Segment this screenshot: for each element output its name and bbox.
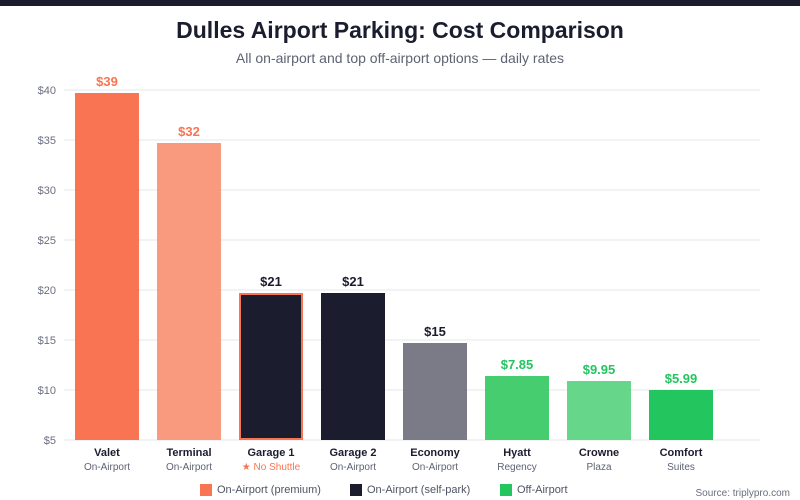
x-tick-label: Terminal (166, 447, 211, 459)
x-tick-label: Garage 1 (247, 447, 294, 459)
x-tick-sublabel: ★ No Shuttle (242, 462, 301, 473)
value-label: $21 (260, 274, 282, 289)
legend-item: Off-Airport (500, 484, 568, 496)
value-label: $9.95 (583, 362, 616, 377)
bar-comfort (649, 390, 713, 440)
legend-label: On-Airport (self-park) (367, 484, 471, 496)
bars (75, 93, 713, 440)
y-tick-label: $5 (44, 435, 56, 447)
x-tick-label: Valet (94, 447, 120, 459)
x-tick-sublabel: Suites (667, 462, 695, 473)
x-tick-label: Economy (410, 447, 460, 459)
value-label: $5.99 (665, 371, 698, 386)
x-tick-sublabel: On-Airport (412, 462, 458, 473)
source-note: Source: triplypro.com (695, 488, 790, 499)
y-tick-label: $40 (38, 85, 56, 97)
chart-title: Dulles Airport Parking: Cost Comparison (176, 17, 624, 43)
x-tick-label: Crowne (579, 447, 619, 459)
value-label: $32 (178, 124, 200, 139)
y-tick-label: $35 (38, 135, 56, 147)
bar-crowne (567, 381, 631, 440)
legend-label: On-Airport (premium) (217, 484, 321, 496)
chart-subtitle: All on-airport and top off-airport optio… (235, 50, 565, 66)
y-axis-ticks: $5 $10 $15 $20 $25 $30 $35 $40 (38, 85, 56, 447)
value-label: $21 (342, 274, 364, 289)
y-tick-label: $15 (38, 335, 56, 347)
x-tick-sublabel: On-Airport (330, 462, 376, 473)
x-tick-label: Comfort (660, 447, 703, 459)
legend-item: On-Airport (self-park) (350, 484, 470, 496)
x-tick-sublabel: On-Airport (84, 462, 130, 473)
bar-garage-1 (239, 293, 303, 440)
x-tick-sublabel: Plaza (586, 462, 611, 473)
legend-label: Off-Airport (517, 484, 568, 496)
bar-hyatt (485, 376, 549, 440)
y-tick-label: $30 (38, 185, 56, 197)
x-tick-sublabel: Regency (497, 462, 536, 473)
legend-swatch (200, 484, 212, 496)
x-tick-label: Garage 2 (329, 447, 376, 459)
value-label: $7.85 (501, 357, 534, 372)
x-tick-label: Hyatt (503, 447, 531, 459)
legend-item: On-Airport (premium) (200, 484, 321, 496)
bar-garage-2 (321, 293, 385, 440)
legend: On-Airport (premium) On-Airport (self-par… (0, 484, 800, 498)
value-label: $39 (96, 74, 118, 89)
bar-economy (403, 343, 467, 440)
bar-terminal (157, 143, 221, 440)
y-tick-label: $20 (38, 285, 56, 297)
x-axis-labels: Valet On-Airport Terminal On-Airport Garage … (84, 447, 703, 473)
value-label: $15 (424, 324, 446, 339)
bar-valet (75, 93, 139, 440)
x-tick-sublabel: On-Airport (166, 462, 212, 473)
legend-swatch (350, 484, 362, 496)
y-tick-label: $10 (38, 385, 56, 397)
y-tick-label: $25 (38, 235, 56, 247)
value-labels: $39 $32 $21 $21 $15 $7.85 $9.95 $5.99 (96, 74, 697, 386)
top-accent-bar (0, 0, 800, 6)
legend-swatch (500, 484, 512, 496)
